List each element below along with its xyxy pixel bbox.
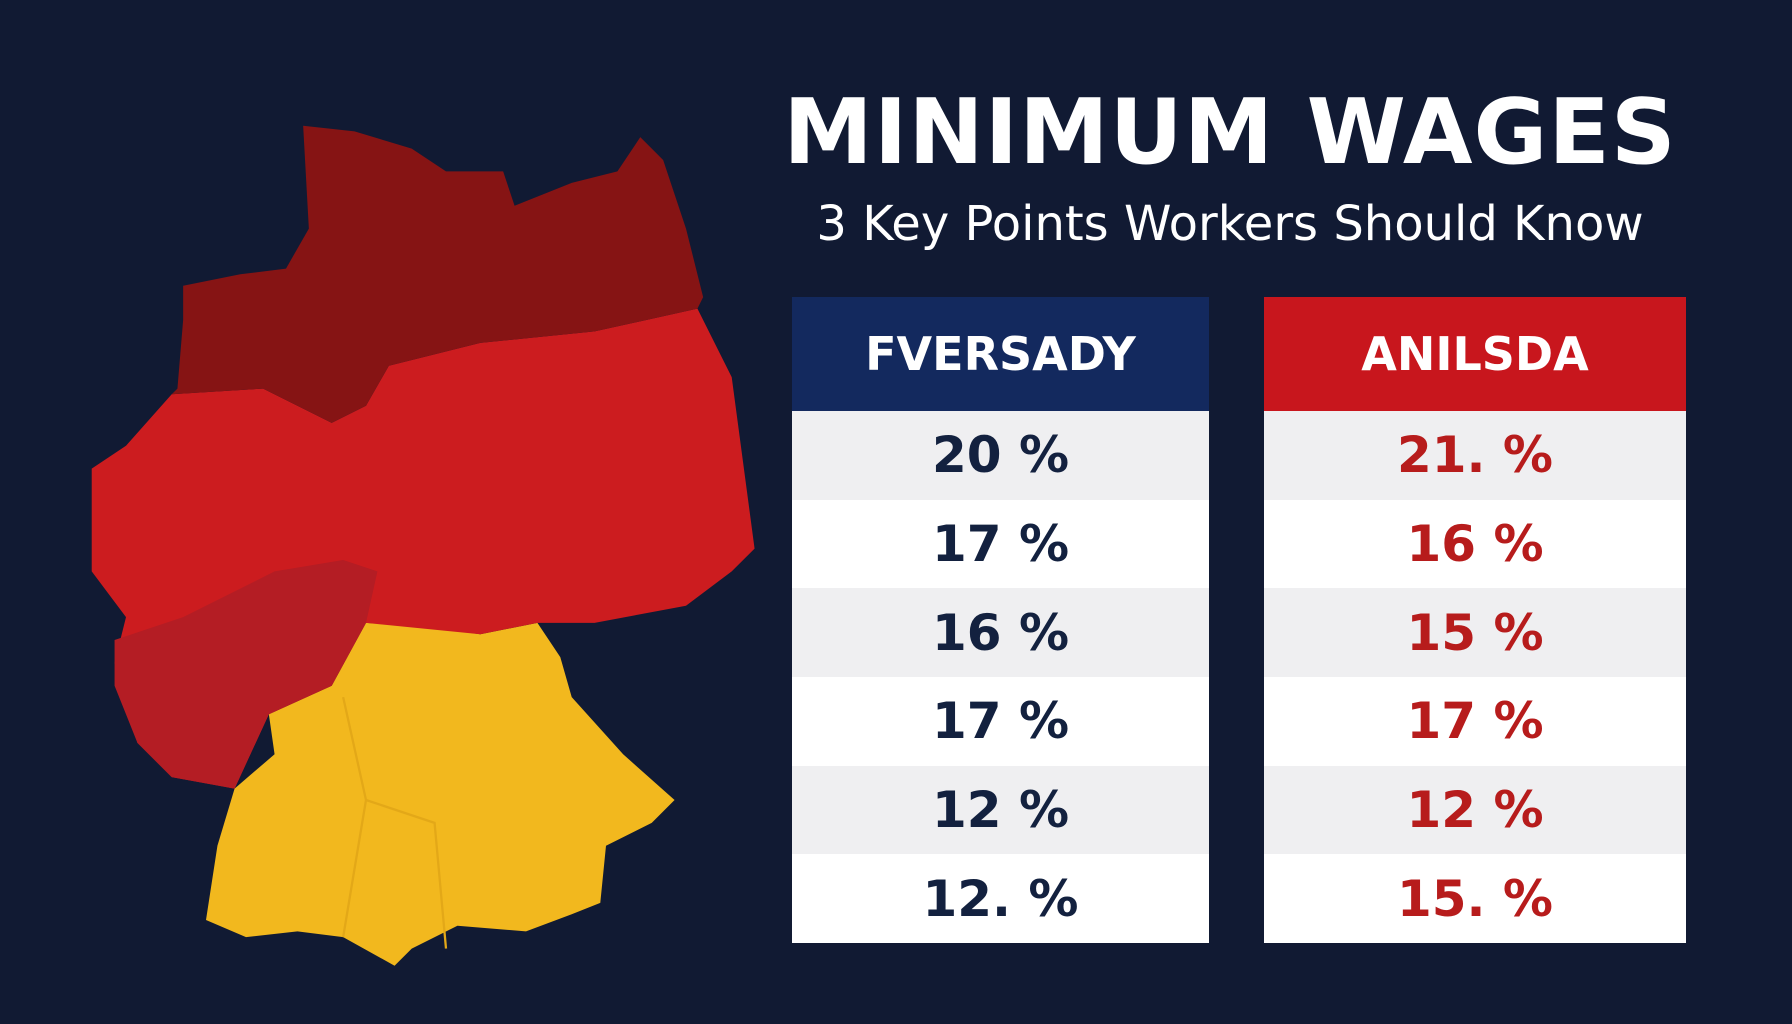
table-body: 21. % 16 % 15 % 17 % 12 % 15. %: [1264, 411, 1686, 943]
table-cell: 21. %: [1264, 411, 1686, 500]
table-header: FVERSADY: [792, 297, 1209, 411]
table-cell: 20 %: [792, 411, 1209, 500]
table-cell: 16 %: [792, 588, 1209, 678]
table: ANILSDA 21. % 16 % 15 % 17 % 12 % 15. %: [1264, 297, 1686, 944]
germany-map: [91, 125, 755, 966]
table-cell: 15. %: [1396, 869, 1554, 928]
title: MINIMUM WAGES: [783, 80, 1677, 185]
table-cell: 15 %: [1264, 588, 1686, 678]
table-cell: 17 %: [1406, 692, 1544, 751]
table-cell: 12 %: [1264, 765, 1686, 855]
table-cell: 16 %: [1406, 515, 1544, 574]
table-header: ANILSDA: [1264, 297, 1686, 411]
table-body: 20 % 17 % 16 % 17 % 12 % 12. %: [792, 411, 1209, 943]
table-cell: 12. %: [922, 869, 1079, 928]
table: FVERSADY 20 % 17 % 16 % 17 % 12 % 12. %: [792, 297, 1209, 944]
table-cell: 17 %: [931, 515, 1070, 574]
table-cell: 17 %: [931, 692, 1070, 751]
table-cell: 12 %: [792, 765, 1209, 855]
subtitle: 3 Key Points Workers Should Know: [816, 196, 1644, 252]
